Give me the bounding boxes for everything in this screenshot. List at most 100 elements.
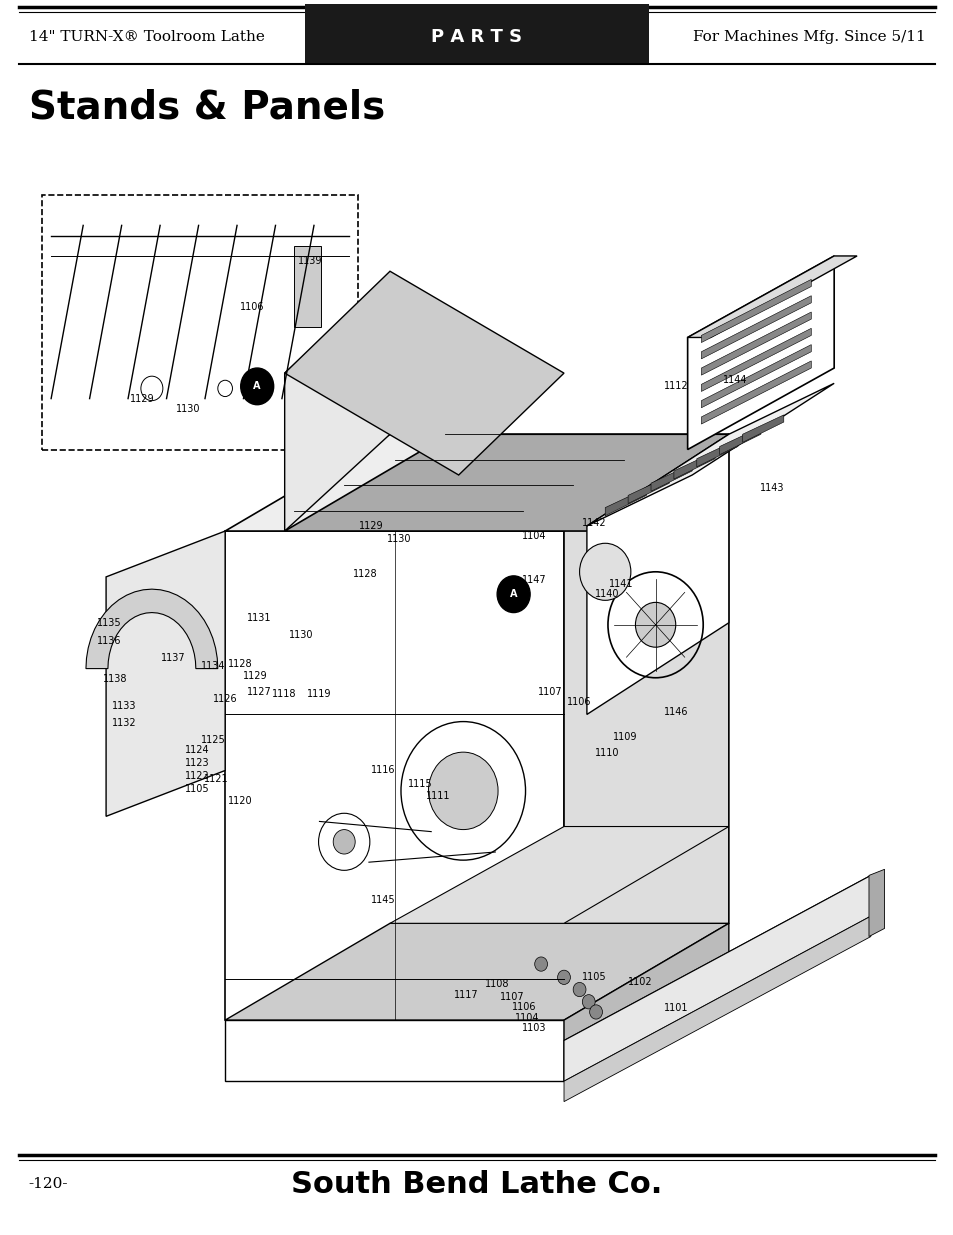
Text: 1118: 1118: [273, 689, 296, 699]
Polygon shape: [700, 345, 810, 408]
Text: 1120: 1120: [228, 797, 253, 806]
Text: 1106: 1106: [567, 698, 591, 708]
Polygon shape: [604, 488, 646, 516]
Text: Stands & Panels: Stands & Panels: [29, 89, 384, 126]
Text: 1110: 1110: [594, 748, 618, 758]
Polygon shape: [700, 295, 810, 359]
Polygon shape: [741, 415, 783, 442]
Text: 1142: 1142: [581, 517, 606, 527]
Text: A: A: [509, 589, 517, 599]
Text: 1128: 1128: [353, 569, 377, 579]
Bar: [47, 200, 353, 445]
Polygon shape: [719, 427, 760, 454]
Text: 1145: 1145: [371, 895, 395, 905]
Text: 1119: 1119: [307, 689, 332, 699]
Text: 1124: 1124: [185, 745, 210, 755]
Polygon shape: [563, 916, 870, 1102]
Text: 1134: 1134: [201, 661, 225, 671]
Polygon shape: [650, 464, 692, 492]
Circle shape: [333, 830, 355, 855]
Polygon shape: [106, 531, 225, 816]
Text: 1136: 1136: [96, 636, 121, 646]
Polygon shape: [586, 383, 833, 526]
Text: 1123: 1123: [185, 758, 210, 768]
Text: P A R T S: P A R T S: [431, 28, 522, 46]
Polygon shape: [284, 435, 751, 531]
Polygon shape: [563, 876, 870, 1082]
Text: 1128: 1128: [228, 658, 253, 668]
Bar: [42, 195, 357, 450]
Text: 1129: 1129: [359, 521, 384, 531]
Text: 1130: 1130: [176, 404, 200, 414]
Polygon shape: [86, 589, 217, 668]
Circle shape: [589, 1005, 602, 1019]
Text: 1117: 1117: [454, 989, 477, 999]
Text: 1129: 1129: [243, 671, 268, 680]
Text: 1122: 1122: [185, 771, 210, 781]
Text: 1143: 1143: [759, 483, 783, 493]
Text: 1105: 1105: [185, 784, 210, 794]
Text: 1111: 1111: [426, 790, 451, 802]
Polygon shape: [696, 440, 738, 467]
Circle shape: [579, 543, 630, 600]
Polygon shape: [586, 435, 728, 714]
Polygon shape: [673, 452, 715, 479]
Polygon shape: [627, 475, 669, 504]
Text: 1112: 1112: [663, 382, 688, 391]
Text: 1137: 1137: [160, 653, 185, 663]
Text: South Bend Lathe Co.: South Bend Lathe Co.: [291, 1170, 662, 1199]
Text: 1127: 1127: [247, 687, 271, 697]
Text: 1102: 1102: [627, 977, 652, 988]
Polygon shape: [225, 531, 563, 1020]
Text: 1101: 1101: [663, 1003, 688, 1013]
Polygon shape: [284, 272, 563, 475]
Polygon shape: [700, 312, 810, 375]
Text: 1108: 1108: [484, 979, 509, 989]
Circle shape: [240, 368, 274, 405]
Text: 1109: 1109: [613, 732, 637, 742]
Text: 1138: 1138: [103, 674, 128, 684]
Polygon shape: [687, 256, 856, 337]
Text: 1147: 1147: [521, 576, 545, 585]
Circle shape: [635, 603, 675, 647]
Polygon shape: [687, 256, 833, 450]
Text: -120-: -120-: [29, 1177, 68, 1192]
Text: 1103: 1103: [521, 1024, 545, 1034]
Text: 1125: 1125: [201, 735, 225, 745]
Polygon shape: [700, 279, 810, 342]
Text: 1130: 1130: [387, 535, 411, 545]
Polygon shape: [563, 435, 728, 1020]
Text: 1131: 1131: [247, 613, 271, 622]
Text: 1126: 1126: [213, 694, 237, 704]
Circle shape: [497, 576, 530, 613]
Text: For Machines Mfg. Since 5/11: For Machines Mfg. Since 5/11: [692, 30, 924, 44]
Text: 1104: 1104: [521, 531, 545, 541]
Text: 1135: 1135: [96, 618, 121, 627]
Polygon shape: [225, 1020, 563, 1082]
Polygon shape: [563, 924, 728, 1082]
Text: 1105: 1105: [581, 972, 606, 982]
Text: 1141: 1141: [609, 579, 634, 589]
Text: 1106: 1106: [511, 1002, 536, 1011]
Text: A: A: [253, 382, 261, 391]
Polygon shape: [225, 435, 728, 531]
Text: 14" TURN-X® Toolroom Lathe: 14" TURN-X® Toolroom Lathe: [29, 30, 264, 44]
Circle shape: [428, 752, 497, 830]
Text: 1130: 1130: [289, 630, 314, 640]
Circle shape: [581, 994, 595, 1009]
Text: 1107: 1107: [499, 992, 523, 1002]
Circle shape: [534, 957, 547, 971]
Polygon shape: [700, 361, 810, 424]
Text: 1133: 1133: [112, 701, 136, 711]
Text: 1144: 1144: [722, 375, 747, 385]
Text: 1139: 1139: [297, 256, 322, 266]
Polygon shape: [700, 329, 810, 391]
Text: 1132: 1132: [112, 718, 136, 727]
Polygon shape: [390, 826, 728, 924]
Text: 1107: 1107: [537, 687, 562, 697]
Text: 1146: 1146: [663, 708, 688, 718]
Bar: [305, 4, 648, 63]
Text: 1121: 1121: [203, 773, 228, 784]
Text: 1116: 1116: [371, 766, 395, 776]
Text: 1140: 1140: [594, 589, 618, 599]
